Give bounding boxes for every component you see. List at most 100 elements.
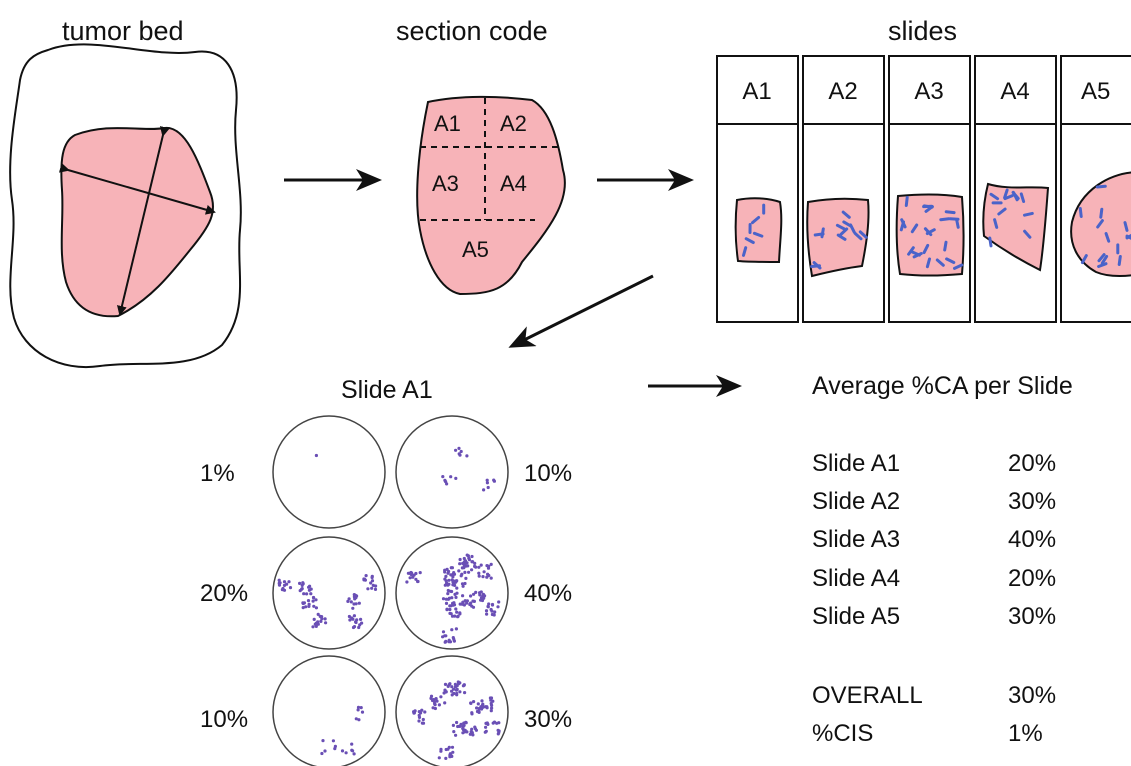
field-cell-dot xyxy=(470,712,474,716)
field-cell-dot xyxy=(481,575,485,579)
field-cell-dot xyxy=(454,627,458,631)
field-cell-dot xyxy=(470,731,474,735)
field-cell-dot xyxy=(469,594,473,598)
field-cell-dot xyxy=(467,556,471,560)
field-cell-dot xyxy=(357,625,361,630)
field-cell-dot xyxy=(457,446,461,450)
field-cell-dot xyxy=(453,592,457,597)
section-label-a3: A3 xyxy=(432,171,459,196)
field-cell-dot xyxy=(466,564,470,568)
field-cell-dot xyxy=(458,562,462,566)
slide-cell-mark xyxy=(923,227,933,237)
header-section-code: section code xyxy=(396,16,548,46)
field-cell-dot xyxy=(489,709,493,713)
slide-cell-mark xyxy=(993,218,999,229)
field-cell-dot xyxy=(489,562,493,567)
field-cell-dot xyxy=(450,628,454,632)
field-cell-dot xyxy=(331,739,335,743)
field-cell-dot xyxy=(450,589,454,594)
field-cell-dot xyxy=(356,705,361,709)
field-label-2: 10% xyxy=(524,460,573,487)
field-cell-dot xyxy=(465,730,469,734)
field-cell-dot xyxy=(456,614,460,618)
field-cell-dot xyxy=(364,574,368,578)
field-cell-dot xyxy=(298,589,302,593)
field-cell-dot xyxy=(455,691,459,696)
field-cell-dot xyxy=(417,710,421,714)
field-cell-dot xyxy=(454,595,458,600)
field-cell-dot xyxy=(483,730,487,734)
field-cell-dot xyxy=(470,727,474,731)
field-cell-dot xyxy=(443,701,447,705)
field-cell-dot xyxy=(460,582,465,586)
field-cell-dot xyxy=(457,569,461,573)
field-cell-dot xyxy=(298,581,302,586)
field-cell-dot xyxy=(458,724,462,729)
field-cell-dot xyxy=(448,682,452,686)
field-cell-dot xyxy=(301,581,305,585)
field-cell-dot xyxy=(302,592,306,596)
field-cell-dot xyxy=(458,690,462,694)
field-cell-dot xyxy=(350,742,354,746)
summary-row-name-5: Slide A5 xyxy=(812,603,901,630)
field-cell-dot xyxy=(493,610,497,614)
header-slides: slides xyxy=(888,16,958,46)
field-cell-dot xyxy=(479,563,483,567)
slide-cell-mark xyxy=(922,243,930,255)
slide-cell-mark xyxy=(1123,221,1129,232)
field-cell-dot xyxy=(454,448,458,452)
field-cell-dot xyxy=(454,733,458,737)
field-cell-dot xyxy=(314,624,318,629)
slide-cell-mark xyxy=(752,231,764,238)
field-cell-dot xyxy=(477,709,481,714)
field-cell-dot xyxy=(454,607,458,611)
slide-cell-mark xyxy=(899,220,905,232)
field-cell-dot xyxy=(442,691,446,695)
slide-cell-mark xyxy=(935,258,945,267)
slide-cell-mark xyxy=(751,216,761,225)
field-cell-dot xyxy=(461,684,465,688)
field-cell-dot xyxy=(414,577,418,581)
field-cell-dot xyxy=(497,600,501,604)
slide-a1-title: Slide A1 xyxy=(341,376,433,404)
field-cell-dot xyxy=(360,710,365,714)
field-cell-dot xyxy=(463,581,467,586)
slide-cell-mark xyxy=(849,223,856,234)
field-cell-dot xyxy=(437,756,441,760)
field-cell-dot xyxy=(355,618,359,622)
arrow-to-slide-a1 xyxy=(508,274,654,348)
slide-cell-mark xyxy=(1078,207,1083,218)
field-cell-dot xyxy=(355,594,359,598)
field-cell-dot xyxy=(411,575,415,579)
field-cell-dot xyxy=(464,576,468,581)
field-cell-dot xyxy=(444,756,448,761)
field-cell-dot xyxy=(362,577,367,581)
field-cell-dot xyxy=(447,640,451,644)
field-cell-dot xyxy=(421,717,425,722)
field-cell-dot xyxy=(450,614,455,618)
field-cell-dot xyxy=(458,453,462,457)
slide-a2 xyxy=(802,55,885,323)
slides-row xyxy=(716,55,1131,323)
field-cell-dot xyxy=(371,583,375,588)
field-cell-dot xyxy=(277,583,282,587)
field-cell-dot xyxy=(430,698,435,703)
field-cell-dot xyxy=(474,590,478,595)
field-cell-dot xyxy=(447,745,451,750)
field-cell-dot xyxy=(406,571,410,575)
field-cell-dot xyxy=(445,482,449,486)
field-cell-dot xyxy=(446,588,450,593)
summary-row-name-4: Slide A4 xyxy=(812,565,901,592)
slide-cell-mark xyxy=(953,263,964,270)
field-cell-dot xyxy=(412,711,416,715)
slide-cell-mark xyxy=(812,261,822,270)
field-cell-dot xyxy=(450,745,455,749)
slide-cell-mark xyxy=(912,252,923,259)
field-cell-dot xyxy=(423,710,427,714)
section-label-a4: A4 xyxy=(500,171,527,196)
section-label-a1: A1 xyxy=(434,111,461,136)
field-cell-dot xyxy=(356,708,360,712)
field-cell-dot xyxy=(314,621,318,625)
field-cell-dot xyxy=(463,570,467,575)
field-cell-dot xyxy=(463,730,467,734)
